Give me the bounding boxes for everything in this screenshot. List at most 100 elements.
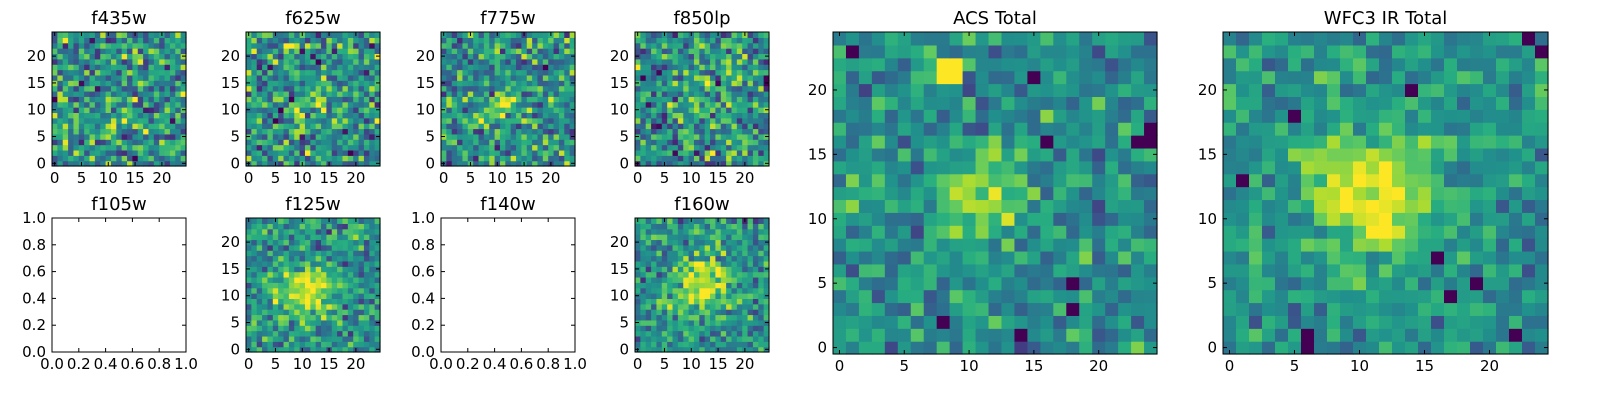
- heatmap-cell: [358, 298, 365, 305]
- heatmap-cell: [1314, 328, 1328, 342]
- heatmap-cell: [310, 90, 317, 97]
- heatmap-cell: [353, 303, 360, 310]
- heatmap-cell: [656, 293, 663, 299]
- heatmap-cell: [52, 64, 58, 71]
- heatmap-cell: [720, 53, 727, 60]
- heatmap-cell: [363, 117, 370, 124]
- heatmap-cell: [720, 218, 727, 224]
- heatmap-cell: [656, 244, 663, 251]
- heatmap-cell: [910, 32, 925, 46]
- heatmap-cell: [457, 69, 464, 76]
- heatmap-cell: [683, 69, 690, 76]
- heatmap-cell: [505, 139, 512, 146]
- heatmap-cell: [446, 37, 453, 44]
- heatmap-cell: [347, 112, 354, 119]
- heatmap-cell: [175, 160, 182, 167]
- heatmap-cell: [1236, 302, 1250, 316]
- heatmap-cell: [441, 42, 447, 49]
- heatmap-cell: [347, 123, 354, 130]
- heatmap-cell: [100, 139, 107, 146]
- heatmap-cell: [569, 101, 576, 108]
- heatmap-cell: [1522, 225, 1536, 239]
- heatmap-cell: [845, 341, 860, 355]
- heatmap-cell: [526, 90, 533, 97]
- heatmap-cell: [1053, 341, 1067, 355]
- heatmap-cell: [283, 239, 290, 246]
- heatmap-cell: [975, 238, 990, 252]
- heatmap-cell: [358, 271, 365, 278]
- heatmap-cell: [180, 90, 187, 97]
- heatmap-cell: [256, 64, 263, 71]
- heatmap-cell: [747, 309, 754, 316]
- heatmap-cell: [310, 276, 317, 283]
- heatmap-cell: [294, 69, 301, 76]
- heatmap-cell: [374, 287, 381, 294]
- heatmap-cell: [635, 149, 641, 156]
- heatmap-cell: [521, 139, 528, 146]
- heatmap-cell: [310, 303, 317, 310]
- heatmap-cell: [833, 263, 847, 278]
- heatmap-cell: [532, 32, 539, 38]
- heatmap-cell: [457, 123, 464, 130]
- heatmap-cell: [1092, 173, 1106, 188]
- heatmap-cell: [451, 160, 458, 167]
- heatmap-cell: [1066, 122, 1080, 136]
- heatmap-cell: [116, 74, 123, 81]
- heatmap-cell: [283, 90, 290, 97]
- heatmap-cell: [451, 42, 458, 49]
- heatmap-cell: [283, 117, 290, 124]
- heatmap-cell: [62, 112, 69, 119]
- heatmap-cell: [1353, 328, 1367, 342]
- heatmap-cell: [688, 101, 695, 108]
- heatmap-cell: [169, 58, 176, 65]
- heatmap-cell: [884, 199, 899, 213]
- heatmap-cell: [278, 85, 285, 92]
- heatmap-cell: [1053, 225, 1067, 239]
- heatmap-cell: [288, 293, 295, 299]
- heatmap-cell: [1301, 199, 1315, 213]
- heatmap-cell: [677, 346, 684, 353]
- heatmap-cell: [1001, 109, 1016, 123]
- heatmap-cell: [763, 250, 770, 257]
- heatmap-cell: [84, 64, 91, 71]
- heatmap-cell: [180, 64, 187, 71]
- heatmap-cell: [283, 69, 290, 76]
- heatmap-cell: [640, 80, 647, 87]
- heatmap-cell: [726, 85, 733, 92]
- heatmap-cell: [148, 144, 155, 151]
- heatmap-cell: [726, 228, 733, 235]
- heatmap-cell: [645, 234, 652, 241]
- heatmap-cell: [272, 117, 279, 124]
- heatmap-cell: [132, 74, 139, 81]
- heatmap-cell: [116, 32, 123, 38]
- heatmap-cell: [358, 155, 365, 162]
- heatmap-cell: [310, 112, 317, 119]
- heatmap-cell: [304, 266, 311, 273]
- heatmap-cell: [267, 250, 274, 257]
- heatmap-cell: [731, 255, 738, 262]
- heatmap-cell: [310, 101, 317, 108]
- heatmap-cell: [304, 155, 311, 162]
- heatmap-cell: [342, 266, 349, 273]
- heatmap-cell: [1379, 276, 1393, 291]
- heatmap-cell: [923, 263, 938, 278]
- heatmap-cell: [1509, 315, 1523, 329]
- heatmap-cell: [153, 37, 160, 44]
- y-tick-label: 10: [610, 101, 629, 119]
- heatmap-cell: [910, 147, 925, 162]
- heatmap-cell: [742, 223, 749, 230]
- heatmap-cell: [1118, 122, 1132, 136]
- heatmap-cell: [310, 287, 317, 294]
- heatmap-cell: [1483, 238, 1497, 252]
- heatmap-cell: [699, 85, 706, 92]
- heatmap-cell: [315, 255, 322, 262]
- heatmap-cell: [532, 53, 539, 60]
- heatmap-cell: [833, 225, 847, 239]
- heatmap-cell: [845, 276, 860, 291]
- heatmap-cell: [726, 101, 733, 108]
- heatmap-cell: [1249, 302, 1263, 316]
- heatmap-cell: [283, 85, 290, 92]
- heatmap-cell: [845, 135, 860, 149]
- heatmap-cell: [294, 239, 301, 246]
- heatmap-cell: [710, 90, 716, 97]
